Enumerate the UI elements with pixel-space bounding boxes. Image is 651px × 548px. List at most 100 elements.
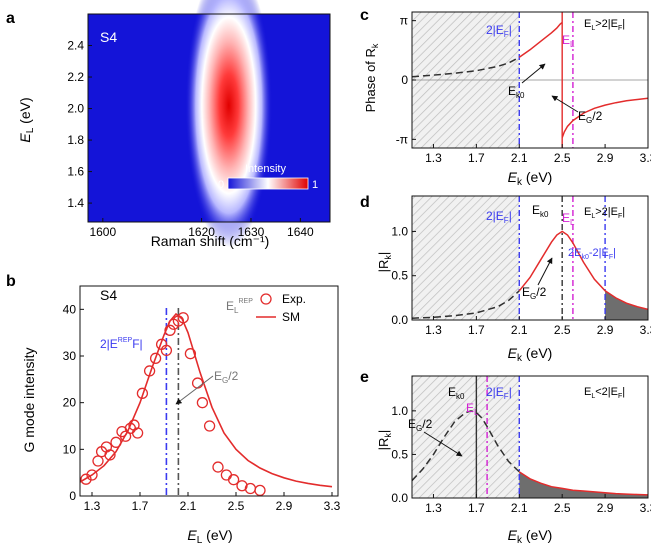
axis-c-xtick-label: 2.5: [554, 151, 571, 165]
axis-a-ytick-label: 2.0: [67, 102, 84, 116]
axis-e-xtick-label: 1.3: [425, 501, 442, 515]
axis-b-xtick-label: 2.5: [228, 499, 245, 513]
axis-e-ytick-label: 0.5: [391, 447, 408, 461]
axis-e-frame: [411, 375, 649, 499]
axes-a: 1600 1620 1630 1640 1.4 1.6 1.8 2.0 2.2 2.4: [67, 13, 331, 239]
axis-c-xtick-label: 2.9: [597, 151, 614, 165]
panel-letter-c: c: [360, 7, 369, 24]
axis-b-ylabel: G mode intensity: [21, 347, 37, 452]
panel-d: 1.3 1.7 2.1 2.5 2.9 3.3 0.0 0.5 1.0 2|EF| Ek0 EL…: [376, 195, 651, 364]
annotation-d-ek0: Ek0: [532, 203, 549, 219]
axis-e-ytick-label: 0.0: [391, 491, 408, 505]
annotation-e-arrow: [423, 431, 463, 457]
axis-e-xtick-label: 2.5: [554, 501, 571, 515]
plot-b-exp-point: [110, 436, 122, 448]
axis-d-xtick-label: 3.3: [640, 323, 651, 337]
axis-b-ytick-label: 10: [63, 442, 77, 456]
panel-letter-d: d: [360, 194, 370, 211]
axis-c-ytick-label: 0: [401, 73, 408, 87]
axis-d-xlabel: Ek (eV): [508, 345, 553, 364]
annotation-d-cond: EL>2|EF|: [584, 206, 625, 220]
axis-a-ytick-label: 1.8: [67, 133, 84, 147]
colorbar-a: [227, 177, 309, 190]
plot-b-exp-point: [203, 420, 216, 432]
heatmap-a-tag: S4: [100, 29, 117, 45]
annotation-c-cond: EL>2|EF|: [584, 18, 625, 32]
plot-b-exp-point: [164, 324, 176, 336]
axis-b-xlabel: EL (eV): [187, 527, 232, 546]
plot-b-exp-point: [160, 344, 173, 357]
annotation-c-eg-arrow: [551, 95, 579, 113]
panel-b: 1.3 1.7 2.1 2.5 2.9 3.3 0 10 20 30 40 S4 Exp. SM 2…: [21, 285, 341, 546]
plot-b-exp-point: [196, 397, 209, 409]
axis-b-xtick-label: 2.1: [180, 499, 197, 513]
colorbar-a-title: Intensity: [245, 163, 286, 175]
annotation-c-2ef: 2|EF|: [486, 23, 512, 39]
axis-d-ytick-label: 0.5: [391, 269, 408, 283]
axis-c-xtick-label: 2.1: [511, 151, 528, 165]
plot-c-marks: [411, 12, 649, 148]
annotation-d-arrow: [537, 257, 553, 286]
plot-b-tag: S4: [100, 287, 117, 303]
plot-e-dashed-curve: [411, 410, 520, 482]
plot-e-marks: [411, 376, 649, 498]
axes-c: 1.3 1.7 2.1 2.5 2.9 3.3 π 0 -π: [396, 11, 651, 165]
annotation-c-el: EL: [562, 33, 575, 49]
axis-b-ytick-label: 30: [63, 349, 77, 363]
annotation-b-arrow: [175, 375, 214, 405]
axis-e-ytick-label: 1.0: [391, 404, 408, 418]
annotation-c-ek0-arrow: [521, 63, 546, 84]
colorbar-a-min: 0: [218, 179, 224, 191]
annotation-d-right: 2Ek0-2|EF|: [568, 247, 616, 261]
axes-b: 1.3 1.7 2.1 2.5 2.9 3.3 0 10 20 30 40: [63, 285, 341, 513]
plot-c-solid-curve: [561, 97, 649, 138]
axis-e-xtick-label: 1.7: [468, 501, 485, 515]
axis-a-ytick-label: 2.4: [67, 39, 84, 53]
axis-e-xtick-label: 3.3: [640, 501, 651, 515]
annotation-b-eg: EG/2: [214, 369, 239, 385]
axis-b-xtick-label: 1.7: [132, 499, 149, 513]
panel-a: S4 Intensity 0 1 1600 1620 1630 16401.41.61…: [17, 0, 331, 249]
plot-b-exp-point: [143, 365, 156, 377]
axis-a-ytick-label: 1.6: [67, 165, 84, 179]
axis-b-ytick-label: 40: [63, 302, 77, 316]
plot-d-dashed-curve: [411, 290, 520, 319]
annotation-d-el: EL: [562, 211, 575, 227]
plot-b-exp-point: [104, 449, 116, 461]
annotation-e-2ef: 2|EF|: [486, 385, 512, 401]
plot-b-exp-point: [227, 474, 240, 486]
axis-d-ytick-label: 0.0: [391, 313, 408, 327]
axis-b-frame: [79, 285, 339, 497]
axis-a-xtick-label: 1620: [188, 225, 215, 239]
axis-b-xtick-label: 1.3: [84, 499, 101, 513]
plot-b-exp-point: [136, 387, 149, 399]
annotation-b-2ef: 2|EREPF|: [100, 337, 143, 351]
axis-a-ytick-label: 1.4: [67, 196, 84, 210]
axis-a-frame: [87, 13, 331, 223]
axis-c-xtick-label: 1.3: [425, 151, 442, 165]
annotation-e-cond: EL<2|EF|: [584, 386, 625, 400]
heatmap-a-marks: [88, 0, 330, 248]
axis-a-ytick-label: 2.2: [67, 70, 84, 84]
panel-e: 1.3 1.7 2.1 2.5 2.9 3.3 0.0 0.5 1.0 Ek0 EL 2|EF|…: [376, 375, 651, 546]
annotation-c-ek0: Ek0: [508, 84, 525, 100]
panel-letter-e: e: [360, 369, 369, 386]
legend-b-exp: Exp.: [282, 292, 306, 306]
axis-d-xtick-label: 2.9: [597, 323, 614, 337]
panel-letter-b: b: [6, 273, 16, 290]
plot-b-exp-point: [92, 455, 104, 467]
plot-d-solid-curve: [518, 230, 649, 311]
annotation-e-el: EL: [466, 401, 479, 417]
annotation-d-eg: EG/2: [522, 285, 547, 301]
plot-b-exp-point: [184, 348, 197, 360]
legend-b-sm: SM: [282, 310, 300, 324]
plot-e-dark-fill: [519, 471, 648, 498]
plot-b-exp-point: [86, 469, 98, 481]
legend-b-exp-marker: [260, 293, 272, 305]
plot-e-solid-curve: [518, 471, 649, 496]
plot-b-exp-point: [191, 377, 204, 389]
colorbar-a-max: 1: [312, 179, 318, 191]
axis-c-ylabel: Phase of Rk: [363, 43, 380, 112]
plot-b-exp-point: [177, 312, 189, 324]
